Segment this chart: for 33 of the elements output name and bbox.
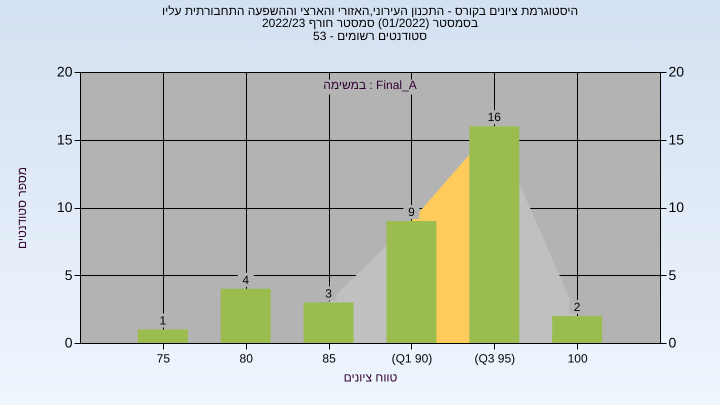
y2-tick-label: 20: [668, 64, 684, 80]
x-axis-title: טווח ציונים: [344, 370, 398, 384]
y-axis-title: מספר סטודנטים: [14, 166, 29, 250]
data-label: 3: [325, 286, 332, 300]
data-label: 9: [408, 205, 416, 220]
bar: [304, 302, 354, 343]
x-tick-label: 80: [240, 352, 254, 366]
bar: [386, 221, 436, 343]
annotation: במשימה : Final_A: [323, 78, 417, 92]
x-tick-label: 75: [156, 352, 170, 366]
chart-subtitle: בסמסטר (01/2022) סמסטר חורף 2022/23 סטודנטים רשומים - 53: [262, 16, 478, 43]
x-tick-label: (Q3 95): [474, 352, 516, 366]
y2-tick-label: 10: [668, 199, 684, 215]
y-tick-label: 5: [64, 266, 73, 283]
x-tick-label: 100: [568, 352, 588, 366]
bar: [552, 316, 602, 343]
data-label: 1: [160, 313, 167, 328]
chart-title: היסטוגרמת ציונים בקורס - התכנון העירוני,האזורי והארצי וההשפעה התחבורתית עליו: [162, 4, 578, 18]
data-label: 4: [242, 272, 250, 287]
x-tick-label: (Q1 90): [392, 352, 432, 366]
data-label: 16: [488, 110, 502, 124]
data-label: 2: [574, 300, 581, 314]
y2-tick-label: 5: [668, 266, 676, 283]
y-tick-label: 10: [56, 199, 73, 215]
y2-tick-label: 0: [668, 334, 676, 350]
y-tick-label: 20: [56, 64, 73, 80]
y-tick-label: 0: [64, 334, 73, 350]
bar: [469, 126, 520, 343]
x-tick-label: 85: [322, 352, 336, 366]
y-tick-label: 15: [56, 131, 73, 148]
bar: [220, 288, 271, 343]
bar: [138, 329, 188, 343]
y2-tick-label: 15: [668, 131, 684, 148]
